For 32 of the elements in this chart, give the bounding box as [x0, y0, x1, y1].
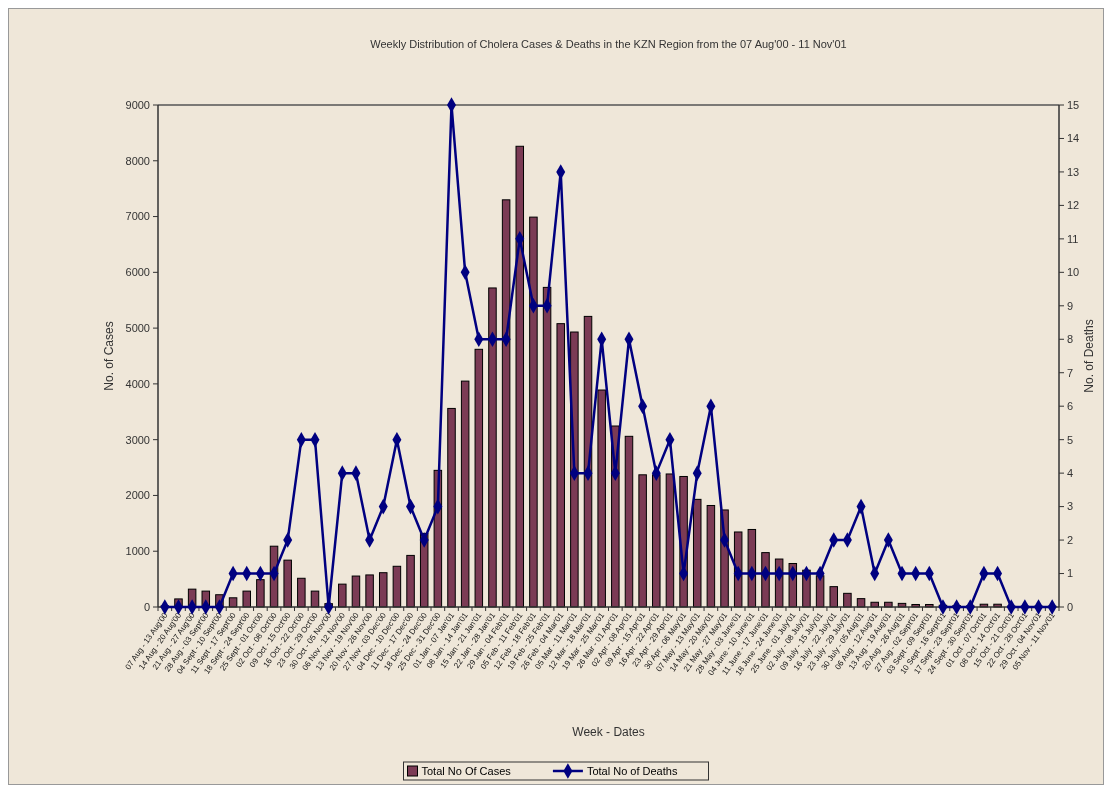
- y-tick-label: 0: [143, 600, 150, 613]
- y-tick-label: 5000: [125, 321, 150, 334]
- y2-tick-label: 15: [1067, 98, 1080, 111]
- y-tick-label: 9000: [125, 98, 150, 111]
- y-tick-label: 6000: [125, 266, 150, 279]
- y2-tick-label: 7: [1067, 366, 1074, 379]
- y-tick-label: 7000: [125, 210, 150, 223]
- y2-tick-label: 4: [1067, 466, 1074, 479]
- y-tick-label: 1000: [125, 545, 150, 558]
- chart-title: Weekly Distribution of Cholera Cases & Deaths in the KZN Region from the 07 Aug'00 - 11 Nov'01: [370, 38, 847, 50]
- y2-tick-label: 14: [1067, 132, 1080, 145]
- y2-tick-label: 10: [1067, 266, 1080, 279]
- y-tick-label: 3000: [125, 433, 150, 446]
- y2-tick-label: 0: [1067, 600, 1074, 613]
- y2-tick-label: 1: [1067, 567, 1074, 580]
- y2-axis-title: No. of Deaths: [1082, 319, 1096, 393]
- y-axis-title: No. of Cases: [102, 321, 116, 391]
- y2-tick-label: 3: [1067, 500, 1074, 513]
- legend-label: Total No Of Cases: [421, 764, 512, 777]
- y2-tick-label: 12: [1067, 199, 1080, 212]
- y2-tick-label: 2: [1067, 533, 1074, 546]
- y2-tick-label: 5: [1067, 433, 1074, 446]
- y-tick-label: 2000: [125, 489, 150, 502]
- y2-tick-label: 6: [1067, 400, 1074, 413]
- y-tick-label: 4000: [125, 377, 150, 390]
- y-tick-label: 8000: [125, 154, 150, 167]
- x-axis-title: Week - Dates: [572, 725, 645, 739]
- y2-tick-label: 9: [1067, 299, 1074, 312]
- legend-label: Total No of Deaths: [586, 764, 678, 777]
- y2-tick-label: 11: [1067, 232, 1079, 245]
- y2-tick-label: 13: [1067, 165, 1080, 178]
- y2-tick-label: 8: [1067, 333, 1074, 346]
